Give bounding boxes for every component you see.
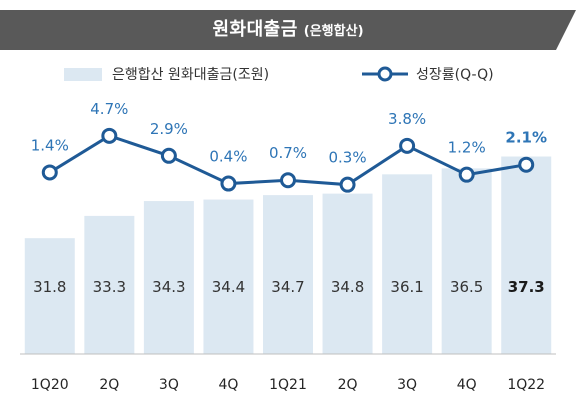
x-tick-label: 1Q22 <box>507 377 545 393</box>
x-tick-label: 3Q <box>159 377 179 393</box>
bar <box>84 215 135 354</box>
bar-value-label: 36.5 <box>450 278 483 296</box>
bar <box>24 238 75 354</box>
title-banner-shape <box>0 10 576 50</box>
growth-label: 2.1% <box>505 129 547 147</box>
x-tick-label: 2Q <box>99 377 119 393</box>
growth-point <box>458 166 475 183</box>
growth-label: 0.4% <box>209 148 247 166</box>
title-main: 원화대출금 <box>212 19 298 40</box>
bar-value-label: 36.1 <box>390 278 423 296</box>
bar <box>143 201 194 354</box>
growth-label: 3.8% <box>388 110 426 128</box>
x-tick-label: 4Q <box>218 377 238 393</box>
bar <box>203 199 254 354</box>
growth-point <box>339 176 356 193</box>
bar <box>322 193 373 354</box>
bar <box>382 174 433 354</box>
bar-value-label: 34.8 <box>331 278 364 296</box>
bar-value-label: 31.8 <box>33 278 66 296</box>
growth-label: 2.9% <box>150 120 188 138</box>
title-sub: (은행합산) <box>303 24 364 39</box>
chart-title: 원화대출금 (은행합산) <box>0 10 576 50</box>
bar <box>441 168 492 354</box>
growth-point <box>101 127 118 144</box>
x-tick-label: 3Q <box>397 377 417 393</box>
growth-point <box>399 137 416 154</box>
growth-label: 1.4% <box>31 136 69 154</box>
legend: 은행합산 원화대출금(조원) 성장률(Q-Q) <box>0 62 576 86</box>
growth-point <box>518 156 535 173</box>
legend-bar-label: 은행합산 원화대출금(조원) <box>112 67 270 83</box>
x-tick-label: 1Q20 <box>31 377 69 393</box>
bar-value-label: 37.3 <box>508 278 545 296</box>
growth-label: 0.3% <box>329 149 367 167</box>
growth-label: 0.7% <box>269 144 307 162</box>
growth-label: 4.7% <box>90 100 128 118</box>
growth-point <box>280 172 296 189</box>
bar-value-label: 34.7 <box>271 278 304 296</box>
growth-point <box>220 175 237 192</box>
x-tick-label: 1Q21 <box>269 377 307 393</box>
x-tick-label: 2Q <box>338 377 358 393</box>
bar-value-label: 33.3 <box>93 278 126 296</box>
growth-label: 1.2% <box>448 139 486 157</box>
growth-point <box>41 164 58 181</box>
bar-value-label: 34.3 <box>152 278 185 296</box>
x-tick-label: 4Q <box>457 377 477 393</box>
bar <box>263 195 313 354</box>
legend-line-swatch <box>362 66 408 82</box>
bar-value-label: 34.4 <box>212 278 245 296</box>
legend-bar-swatch <box>64 68 102 81</box>
growth-point <box>160 147 177 164</box>
legend-line-label: 성장률(Q-Q) <box>416 67 494 83</box>
bar <box>501 156 552 354</box>
title-bar: 원화대출금 (은행합산) <box>0 10 576 50</box>
